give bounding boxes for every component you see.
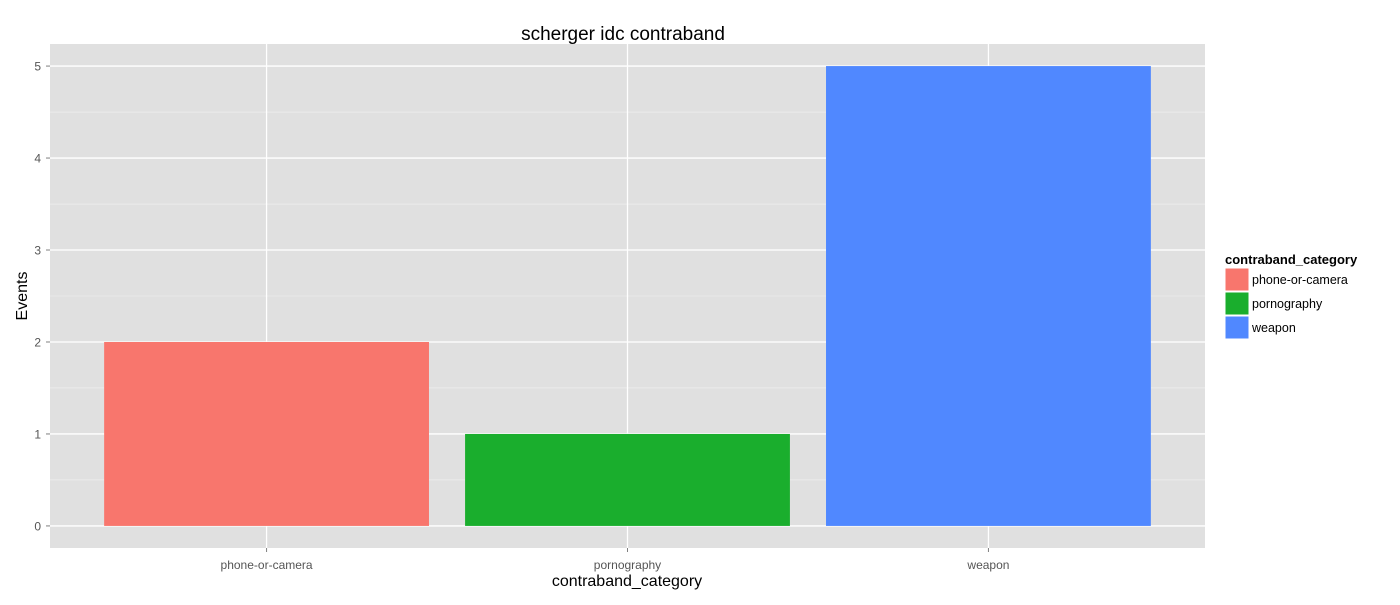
legend-key-weapon [1224, 315, 1250, 340]
x-tick-label: weapon [966, 558, 1009, 572]
legend-label: weapon [1251, 321, 1296, 335]
legend-title: contraband_category [1225, 252, 1358, 267]
bar-pornography [465, 433, 790, 526]
legend-label: pornography [1252, 297, 1323, 311]
y-tick-label: 2 [34, 335, 41, 349]
x-axis: phone-or-camera pornography weapon [221, 548, 1009, 572]
y-tick-label: 1 [34, 427, 41, 441]
y-axis-title: Events [14, 272, 31, 321]
y-axis: 0 1 2 3 4 5 [34, 60, 50, 533]
legend-key-pornography [1224, 291, 1250, 316]
bars [104, 66, 1151, 526]
y-tick-label: 0 [34, 519, 41, 533]
x-tick-label: phone-or-camera [221, 558, 313, 572]
legend-key-phone-or-camera [1224, 267, 1250, 292]
x-tick-label: pornography [594, 558, 661, 572]
y-tick-label: 4 [34, 152, 41, 166]
bar-weapon [826, 66, 1151, 526]
chart-title: scherger idc contraband [521, 24, 725, 45]
legend-label: phone-or-camera [1252, 273, 1348, 287]
legend: contraband_category phone-or-camera porno… [1224, 252, 1358, 340]
x-axis-title: contraband_category [552, 573, 702, 590]
y-tick-label: 3 [34, 244, 41, 258]
y-tick-label: 5 [34, 60, 41, 74]
bar-phone-or-camera [104, 341, 429, 526]
